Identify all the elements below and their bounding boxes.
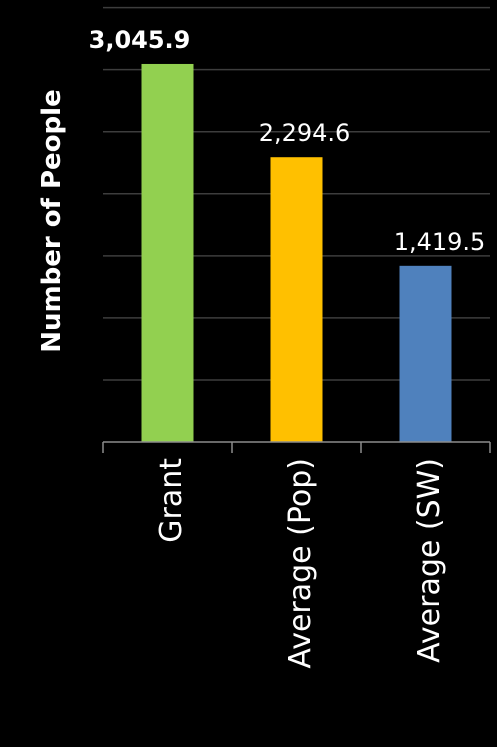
bar-average-pop — [270, 157, 323, 442]
bars — [141, 63, 452, 442]
x-axis — [102, 441, 491, 453]
data-labels: 3,045.9 2,294.6 1,419.5 — [89, 26, 486, 256]
data-label: 3,045.9 — [89, 26, 191, 54]
data-label: 2,294.6 — [259, 119, 351, 147]
bar-average-sw — [399, 265, 452, 442]
category-label: Average (SW) — [412, 458, 447, 663]
category-label: Grant — [154, 458, 189, 543]
category-label: Average (Pop) — [283, 458, 318, 669]
data-label: 1,419.5 — [394, 228, 486, 256]
y-axis-label: Number of People — [37, 89, 67, 352]
bar-grant — [141, 63, 194, 442]
category-labels: Grant Average (Pop) Average (SW) — [154, 458, 447, 669]
